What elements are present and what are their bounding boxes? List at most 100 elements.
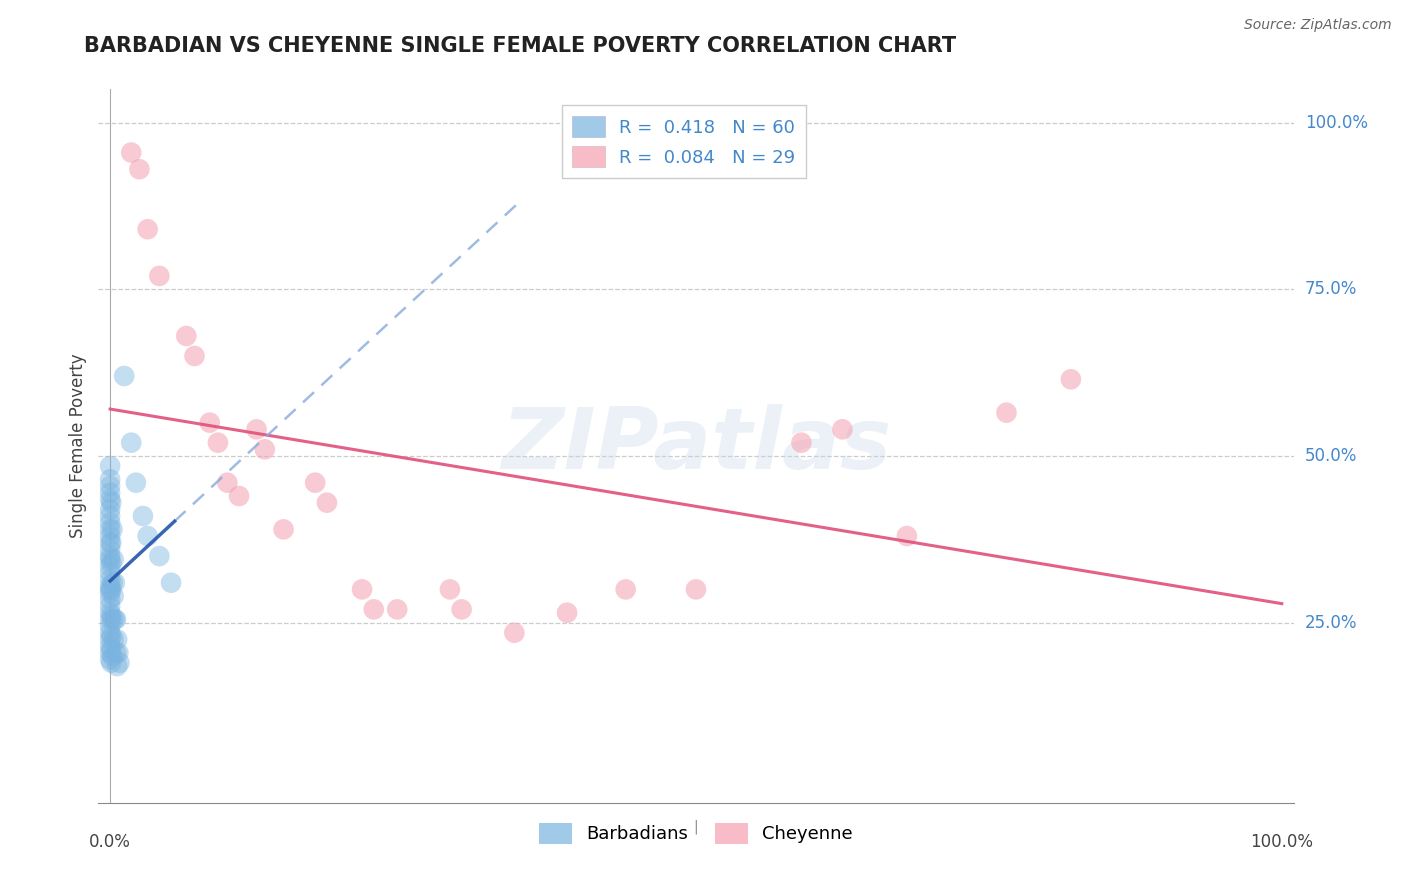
Legend: Barbadians, Cheyenne: Barbadians, Cheyenne [531,815,860,851]
Point [253,442,276,457]
Text: BARBADIAN VS CHEYENNE SINGLE FEMALE POVERTY CORRELATION CHART: BARBADIAN VS CHEYENNE SINGLE FEMALE POVE… [84,36,956,55]
Point [101,522,124,536]
Text: |: | [693,820,699,834]
Point [98,612,121,626]
Y-axis label: Single Female Poverty: Single Female Poverty [69,354,87,538]
Point [132,509,155,524]
Point [207,435,229,450]
Point [107,646,129,660]
Point [98,619,121,633]
Point [105,612,128,626]
Point [614,582,637,597]
Point [100,535,122,549]
Point [98,542,121,557]
Point [101,649,124,664]
Point [98,632,121,647]
Point [103,632,125,647]
Point [183,349,205,363]
Point [98,509,121,524]
Point [120,145,142,160]
Point [363,602,385,616]
Point [101,612,124,626]
Point [98,573,121,587]
Point [100,656,122,670]
Point [1060,372,1083,386]
Point [316,496,339,510]
Point [273,522,295,536]
Point [100,629,122,643]
Point [304,475,326,490]
Point [98,516,121,530]
Point [100,556,122,570]
Point [98,529,121,543]
Point [98,639,121,653]
Point [98,566,121,580]
Point [98,592,121,607]
Point [246,422,269,436]
Point [100,496,122,510]
Point [104,612,127,626]
Point [136,222,159,236]
Point [98,625,121,640]
Point [128,162,150,177]
Point [148,268,170,283]
Text: 50.0%: 50.0% [1305,447,1357,465]
Point [98,549,121,563]
Point [98,582,121,597]
Text: Source: ZipAtlas.com: Source: ZipAtlas.com [1244,18,1392,32]
Point [103,552,125,566]
Point [98,458,121,473]
Point [108,656,131,670]
Point [831,422,853,436]
Point [148,549,170,563]
Point [98,472,121,486]
Point [98,579,121,593]
Point [105,632,128,647]
Point [995,406,1018,420]
Point [896,529,918,543]
Point [217,475,239,490]
Point [98,646,121,660]
Point [105,659,128,673]
Point [98,535,121,549]
Point [198,416,221,430]
Point [98,522,121,536]
Point [98,492,121,507]
Point [120,435,142,450]
Point [685,582,707,597]
Point [439,582,461,597]
Point [101,575,124,590]
Point [112,368,135,383]
Point [100,642,122,657]
Point [98,502,121,516]
Text: 100.0%: 100.0% [1305,113,1368,131]
Point [352,582,374,597]
Text: ZIPatlas: ZIPatlas [501,404,891,488]
Point [98,485,121,500]
Point [98,552,121,566]
Point [503,625,526,640]
Point [160,575,183,590]
Point [105,646,128,660]
Point [103,589,125,603]
Point [98,652,121,666]
Point [125,475,148,490]
Point [100,609,122,624]
Text: 25.0%: 25.0% [1305,614,1357,632]
Point [98,606,121,620]
Point [450,602,472,616]
Point [98,585,121,599]
Point [98,599,121,613]
Point [100,582,122,597]
Point [385,602,409,616]
Point [98,479,121,493]
Text: 0.0%: 0.0% [89,833,131,851]
Point [790,435,813,450]
Point [555,606,578,620]
Point [228,489,250,503]
Point [174,329,197,343]
Text: 100.0%: 100.0% [1250,833,1313,851]
Point [104,575,127,590]
Text: 75.0%: 75.0% [1305,280,1357,298]
Point [136,529,159,543]
